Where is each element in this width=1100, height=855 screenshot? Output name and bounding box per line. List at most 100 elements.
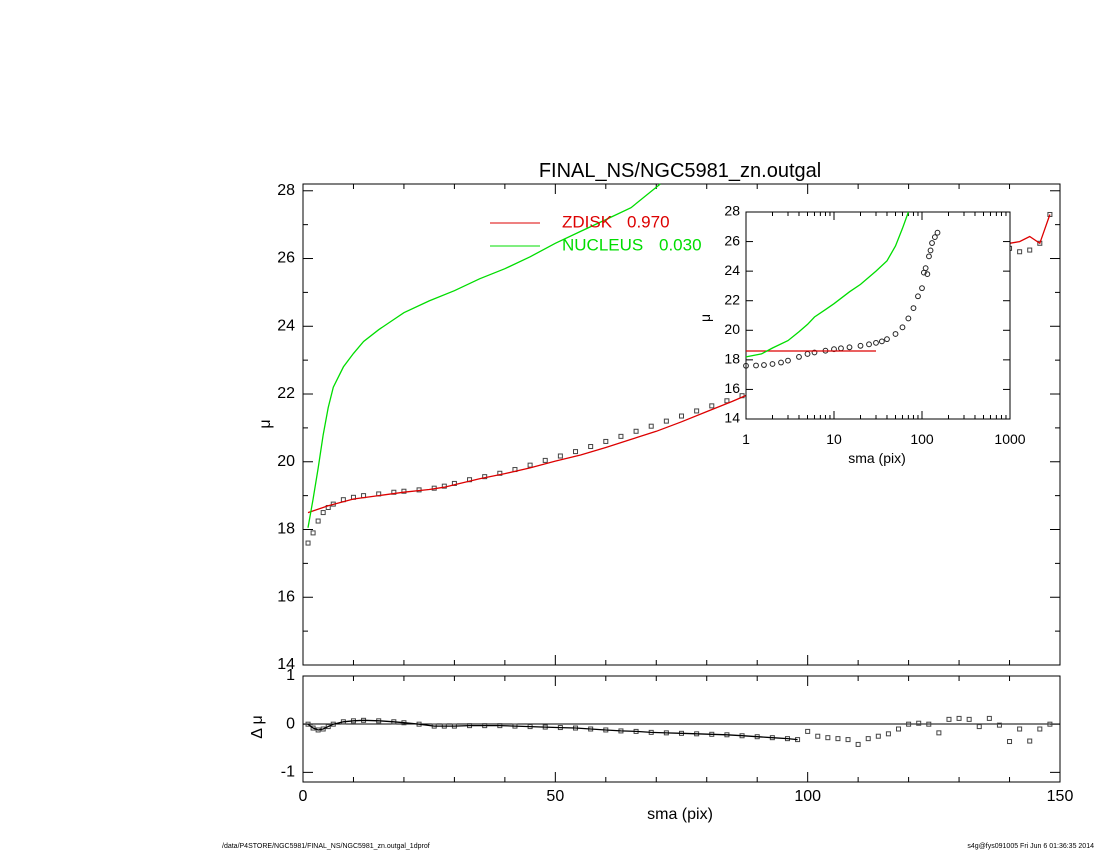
inset-y-tick-label: 20	[724, 321, 740, 337]
main-data-point	[603, 438, 609, 444]
main-y-tick-label: 22	[277, 385, 295, 402]
residual-residual-point	[865, 736, 871, 742]
residual-residual-point	[875, 733, 881, 739]
inset-series	[743, 211, 941, 369]
inset-data-point	[769, 361, 776, 367]
inset-data-point	[922, 265, 929, 272]
inset-x-tick-label: 10	[826, 431, 842, 447]
x-tick-label: 50	[546, 788, 564, 805]
main-data-point	[663, 418, 669, 424]
residual-residual-point	[916, 720, 922, 726]
main-ticks	[302, 184, 1061, 666]
main-data-point	[633, 428, 639, 434]
inset-data-point	[785, 357, 791, 364]
x-axis-label: sma (pix)	[647, 806, 713, 823]
residual-panel: 10-1 0 50 100 150 Δ μ sma (pix)	[249, 667, 1073, 823]
x-tick-label: 150	[1047, 788, 1074, 805]
inset-ticks	[745, 211, 1010, 420]
inset-x-tick-label: 100	[910, 431, 934, 447]
main-data-point	[694, 408, 700, 414]
x-tick-label: 0	[299, 788, 308, 805]
x-tick-label: 100	[794, 788, 821, 805]
main-data-point	[588, 444, 594, 450]
inset-y-tick-label: 14	[724, 410, 740, 426]
residual-residual-point	[305, 721, 311, 727]
main-plot-frame	[302, 183, 1061, 666]
legend-zdisk-name: ZDISK	[562, 212, 613, 231]
residual-series	[305, 715, 1053, 747]
footer-file-path: /data/P4STORE/NGC5981/FINAL_NS/NGC5981_z…	[222, 843, 430, 850]
inset-data-point	[931, 234, 938, 241]
inset-data-point	[796, 354, 802, 360]
residual-y-tick-labels: 1 0 -1	[281, 667, 295, 780]
residual-residual-point	[956, 715, 962, 721]
main-nucleus-line	[307, 183, 661, 528]
main-data-point	[1037, 240, 1043, 246]
main-y-tick-label: 20	[277, 453, 295, 470]
legend-nucleus-value: 0.030	[659, 235, 702, 254]
main-data-point	[401, 488, 407, 494]
main-data-point	[305, 540, 311, 546]
main-data-point	[1047, 211, 1053, 217]
residual-y-tick-label: 1	[286, 667, 295, 684]
inset-data-point	[927, 247, 934, 254]
main-data-point	[310, 530, 316, 536]
main-data-point	[320, 510, 326, 516]
legend-nucleus-name: NUCLEUS	[562, 235, 643, 254]
main-y-tick-label: 24	[277, 317, 295, 334]
residual-residual-point	[885, 731, 891, 737]
inset-data-point	[753, 362, 759, 369]
inset-data-point	[892, 331, 899, 337]
inset-data-point	[761, 362, 767, 368]
main-data-point	[527, 462, 533, 468]
residual-residual-point	[325, 724, 331, 730]
residual-residual-point	[926, 721, 932, 727]
residual-residual-point	[1017, 726, 1023, 732]
legend-zdisk-value: 0.970	[627, 212, 670, 231]
inset-data-point	[811, 349, 818, 356]
main-y-tick-label: 14	[277, 656, 295, 673]
residual-residual-point	[1027, 738, 1033, 744]
inset-x-axis-label: sma (pix)	[848, 450, 906, 466]
inset-data-point	[866, 341, 872, 348]
main-data-point	[618, 433, 624, 439]
inset-data-point	[873, 339, 879, 346]
inset-data-point	[846, 344, 853, 351]
residual-residual-point	[946, 716, 952, 722]
main-y-tick-label: 26	[277, 250, 295, 267]
inset-y-tick-label: 22	[724, 291, 740, 307]
inset-x-tick-label: 1000	[994, 431, 1025, 447]
inset-plot-frame	[745, 211, 1011, 420]
inset-y-tick-label: 18	[724, 351, 740, 367]
chart-title: FINAL_NS/NGC5981_zn.outgal	[539, 160, 821, 182]
inset-y-tick-label: 24	[724, 262, 740, 278]
main-data-point	[573, 449, 579, 455]
main-y-tick-labels: 14 16 18 20 22 24 26 28	[277, 182, 295, 673]
inset-data-point	[934, 229, 941, 236]
inset-y-tick-label: 28	[724, 203, 740, 219]
inset-data-point	[915, 293, 921, 300]
inset-data-point	[878, 338, 885, 345]
main-data-point	[557, 453, 563, 459]
residual-residual-point	[835, 736, 841, 742]
inset-data-point	[929, 240, 935, 246]
residual-plot-frame	[302, 675, 1061, 783]
inset-y-tick-labels: 14 16 18 20 22 24 26 28	[724, 203, 740, 426]
inset-log-panel: 14 16 18 20 22 24 26 28 1 10 100 1000 μ sma (pix)	[697, 203, 1026, 466]
residual-residual-point	[1047, 721, 1053, 727]
residual-y-tick-label: -1	[281, 764, 295, 781]
inset-data-point	[905, 315, 912, 322]
residual-residual-point	[310, 725, 316, 731]
residual-residual-point	[966, 716, 972, 722]
residual-model-line	[307, 719, 798, 741]
inset-y-tick-label: 26	[724, 232, 740, 248]
residual-residual-point	[936, 730, 942, 736]
residual-residual-point	[976, 724, 982, 730]
main-y-tick-label: 18	[277, 521, 295, 538]
inset-data-point	[926, 253, 932, 260]
residual-residual-point	[986, 715, 992, 721]
main-data-point	[1017, 249, 1023, 255]
main-data-point	[315, 518, 321, 524]
x-tick-labels: 0 50 100 150	[299, 788, 1074, 805]
